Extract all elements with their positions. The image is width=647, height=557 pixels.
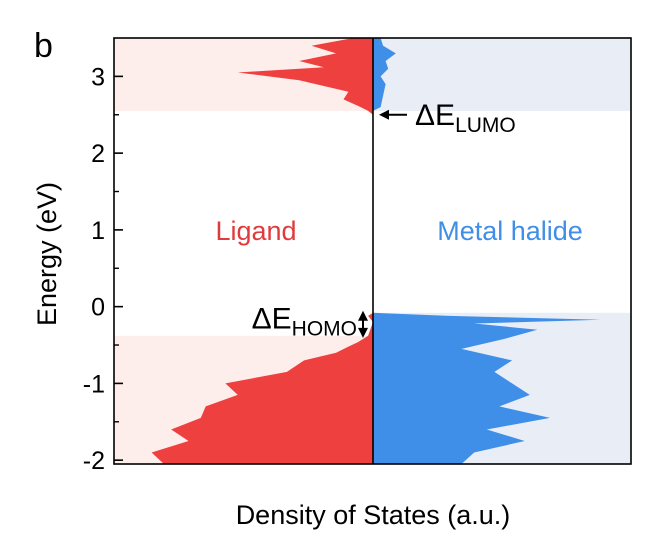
dos-areas (151, 38, 601, 464)
homo-annotation: ΔEHOMO (252, 302, 368, 340)
lumo-label: ΔELUMO (415, 99, 516, 137)
metal-halide-dos-area (373, 38, 601, 464)
ligand-dos-area (151, 38, 373, 464)
y-ticks: -2 -1 0 1 2 3 (83, 63, 123, 475)
homo-arrowhead-top (358, 310, 368, 321)
x-axis-label: Density of States (a.u.) (236, 500, 511, 530)
legend-metal-halide: Metal halide (437, 216, 583, 246)
y-tick-label: 0 (91, 294, 105, 322)
homo-arrowhead-bottom (358, 327, 368, 338)
metal-halide-shade-0 (373, 38, 631, 111)
lumo-arrowhead (379, 109, 389, 120)
plot-frame (113, 37, 632, 465)
panel-label: b (34, 27, 53, 65)
y-axis-label: Energy (eV) (32, 182, 62, 326)
y-tick-label: 1 (91, 217, 105, 245)
homo-label: ΔEHOMO (252, 302, 357, 340)
legend-ligand: Ligand (215, 216, 296, 246)
lumo-annotation: ΔELUMO (379, 99, 516, 137)
y-tick-label: -2 (83, 447, 105, 475)
y-tick-label: -1 (83, 370, 105, 398)
y-tick-label: 3 (91, 63, 105, 91)
y-tick-label: 2 (91, 140, 105, 168)
